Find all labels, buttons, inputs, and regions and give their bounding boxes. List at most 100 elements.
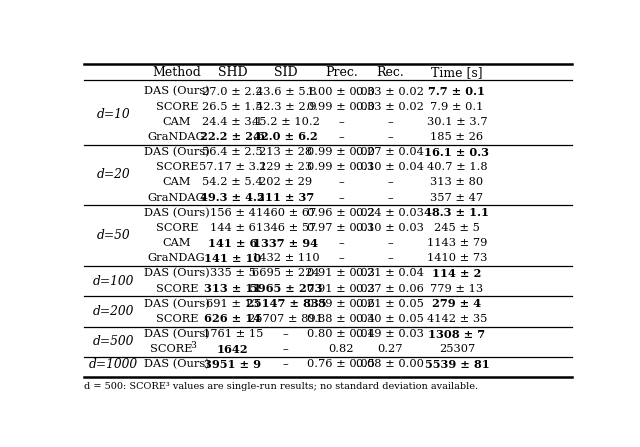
Text: d=20: d=20 (97, 169, 131, 181)
Text: d=10: d=10 (97, 108, 131, 121)
Text: 22.2 ± 2.6: 22.2 ± 2.6 (200, 131, 265, 143)
Text: 245 ± 5: 245 ± 5 (434, 223, 480, 233)
Text: 40.7 ± 1.8: 40.7 ± 1.8 (427, 162, 487, 173)
Text: SID: SID (274, 66, 298, 79)
Text: 0.24 ± 0.03: 0.24 ± 0.03 (356, 208, 424, 218)
Text: GraNDAG: GraNDAG (148, 253, 205, 263)
Text: Time [s]: Time [s] (431, 66, 483, 79)
Text: SCORE: SCORE (150, 344, 192, 354)
Text: 25147 ± 835: 25147 ± 835 (246, 298, 326, 309)
Text: GraNDAG: GraNDAG (148, 193, 205, 202)
Text: 691 ± 13: 691 ± 13 (206, 299, 259, 309)
Text: 313 ± 80: 313 ± 80 (430, 177, 484, 187)
Text: SHD: SHD (218, 66, 248, 79)
Text: 0.30 ± 0.03: 0.30 ± 0.03 (356, 223, 424, 233)
Text: 6695 ± 224: 6695 ± 224 (252, 269, 319, 278)
Text: 0.27 ± 0.06: 0.27 ± 0.06 (356, 284, 424, 294)
Text: 1642: 1642 (217, 344, 248, 355)
Text: 1410 ± 73: 1410 ± 73 (427, 253, 487, 263)
Text: SCORE: SCORE (156, 162, 198, 173)
Text: 1.00 ± 0.00: 1.00 ± 0.00 (307, 87, 375, 97)
Text: 0.99 ± 0.00: 0.99 ± 0.00 (307, 101, 375, 112)
Text: d=1000: d=1000 (89, 358, 138, 371)
Text: 0.21 ± 0.04: 0.21 ± 0.04 (356, 269, 424, 278)
Text: 42.0 ± 6.2: 42.0 ± 6.2 (253, 131, 318, 143)
Text: 24.4 ± 3.1: 24.4 ± 3.1 (202, 117, 263, 127)
Text: 54.2 ± 5.4: 54.2 ± 5.4 (202, 177, 263, 187)
Text: Prec.: Prec. (325, 66, 358, 79)
Text: –: – (387, 238, 393, 248)
Text: 0.91 ± 0.03: 0.91 ± 0.03 (307, 269, 375, 278)
Text: 0.91 ± 0.03: 0.91 ± 0.03 (307, 284, 375, 294)
Text: DAS (Ours): DAS (Ours) (144, 329, 209, 339)
Text: 1460 ± 67: 1460 ± 67 (255, 208, 316, 218)
Text: d=50: d=50 (97, 229, 131, 242)
Text: –: – (339, 253, 344, 263)
Text: DAS (Ours): DAS (Ours) (144, 268, 209, 278)
Text: 1143 ± 79: 1143 ± 79 (427, 238, 487, 248)
Text: 1761 ± 15: 1761 ± 15 (203, 329, 263, 339)
Text: 43.6 ± 5.8: 43.6 ± 5.8 (255, 87, 316, 97)
Text: CAM: CAM (163, 177, 191, 187)
Text: d=100: d=100 (93, 274, 134, 287)
Text: Rec.: Rec. (376, 66, 404, 79)
Text: 7.9 ± 0.1: 7.9 ± 0.1 (430, 101, 484, 112)
Text: 25307: 25307 (439, 344, 475, 354)
Text: 0.80 ± 0.04: 0.80 ± 0.04 (307, 329, 375, 339)
Text: 25707 ± 891: 25707 ± 891 (248, 314, 323, 324)
Text: –: – (283, 344, 289, 354)
Text: 211 ± 37: 211 ± 37 (257, 192, 314, 203)
Text: 45.2 ± 10.2: 45.2 ± 10.2 (252, 117, 320, 127)
Text: DAS (Ours): DAS (Ours) (144, 147, 209, 157)
Text: –: – (387, 253, 393, 263)
Text: 213 ± 28: 213 ± 28 (259, 147, 312, 157)
Text: 1346 ± 57: 1346 ± 57 (255, 223, 316, 233)
Text: 0.96 ± 0.02: 0.96 ± 0.02 (307, 208, 375, 218)
Text: 141 ± 6: 141 ± 6 (208, 238, 257, 249)
Text: d=200: d=200 (93, 305, 134, 318)
Text: 0.88 ± 0.04: 0.88 ± 0.04 (307, 314, 375, 324)
Text: 49.3 ± 4.5: 49.3 ± 4.5 (200, 192, 265, 203)
Text: –: – (387, 177, 393, 187)
Text: 202 ± 29: 202 ± 29 (259, 177, 312, 187)
Text: 1308 ± 7: 1308 ± 7 (428, 329, 486, 340)
Text: 7.7 ± 0.1: 7.7 ± 0.1 (428, 86, 486, 97)
Text: 114 ± 2: 114 ± 2 (432, 268, 482, 279)
Text: 779 ± 13: 779 ± 13 (430, 284, 484, 294)
Text: 0.89 ± 0.06: 0.89 ± 0.06 (307, 299, 375, 309)
Text: DAS (Ours): DAS (Ours) (144, 359, 209, 370)
Text: –: – (339, 132, 344, 142)
Text: SCORE: SCORE (156, 101, 198, 112)
Text: 5539 ± 81: 5539 ± 81 (424, 359, 490, 370)
Text: 357 ± 47: 357 ± 47 (430, 193, 484, 202)
Text: 0.30 ± 0.05: 0.30 ± 0.05 (356, 314, 424, 324)
Text: SCORE: SCORE (156, 314, 198, 324)
Text: DAS (Ours): DAS (Ours) (144, 299, 209, 309)
Text: 0.21 ± 0.05: 0.21 ± 0.05 (356, 299, 424, 309)
Text: 335 ± 5: 335 ± 5 (210, 269, 256, 278)
Text: 0.27: 0.27 (377, 344, 403, 354)
Text: 4142 ± 35: 4142 ± 35 (427, 314, 487, 324)
Text: 156 ± 4: 156 ± 4 (210, 208, 256, 218)
Text: 5965 ± 273: 5965 ± 273 (250, 283, 322, 294)
Text: 0.19 ± 0.03: 0.19 ± 0.03 (356, 329, 424, 339)
Text: 144 ± 6: 144 ± 6 (210, 223, 256, 233)
Text: DAS (Ours): DAS (Ours) (144, 86, 209, 97)
Text: d = 500: SCORE³ values are single-run results; no standard deviation available.: d = 500: SCORE³ values are single-run re… (84, 382, 478, 391)
Text: DAS (Ours): DAS (Ours) (144, 208, 209, 218)
Text: Method: Method (152, 66, 201, 79)
Text: 48.3 ± 1.1: 48.3 ± 1.1 (424, 207, 490, 218)
Text: 229 ± 23: 229 ± 23 (259, 162, 312, 173)
Text: 1337 ± 94: 1337 ± 94 (253, 238, 318, 249)
Text: 26.5 ± 1.5: 26.5 ± 1.5 (202, 101, 263, 112)
Text: 313 ± 11: 313 ± 11 (204, 283, 262, 294)
Text: 16.1 ± 0.3: 16.1 ± 0.3 (424, 147, 490, 158)
Text: –: – (339, 193, 344, 202)
Text: 3951 ± 9: 3951 ± 9 (204, 359, 261, 370)
Text: SCORE: SCORE (156, 284, 198, 294)
Text: 141 ± 10: 141 ± 10 (204, 253, 262, 264)
Text: 0.82: 0.82 (329, 344, 354, 354)
Text: 0.99 ± 0.01: 0.99 ± 0.01 (307, 162, 375, 173)
Text: 0.33 ± 0.02: 0.33 ± 0.02 (356, 101, 424, 112)
Text: 30.1 ± 3.7: 30.1 ± 3.7 (427, 117, 487, 127)
